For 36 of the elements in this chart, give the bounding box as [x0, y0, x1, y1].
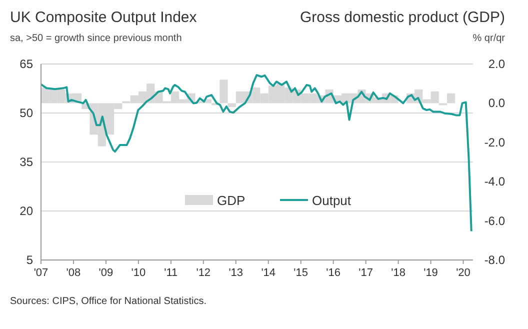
y2-tick-label: -2.0: [484, 135, 506, 150]
x-tick-label: '10: [131, 267, 146, 279]
y2-tick-label: -6.0: [484, 214, 506, 228]
bar: [447, 93, 456, 104]
legend-label: Output: [312, 193, 352, 208]
x-tick-label: '08: [66, 267, 81, 279]
y2-tick-label: -4.0: [484, 174, 506, 189]
chart-title: UK Composite Output Index: [10, 9, 198, 26]
x-tick-label: '16: [326, 267, 341, 279]
y-tick-label: 65: [20, 57, 34, 71]
x-tick-label: '09: [98, 267, 114, 279]
bar: [220, 80, 228, 104]
y2-tick-label: 2.0: [488, 57, 506, 71]
source-note: Sources: CIPS, Office for National Statistics.: [10, 296, 207, 307]
bar: [228, 103, 236, 108]
x-tick-label: '11: [164, 267, 178, 279]
y-tick-label: 50: [20, 106, 34, 120]
x-tick-label: '14: [261, 267, 276, 279]
y2-tick-label: 0.0: [488, 96, 506, 110]
y-tick-label: 5: [26, 253, 34, 267]
x-tick-label: '17: [358, 267, 373, 279]
y2-tick-label: -8.0: [484, 253, 506, 267]
y2-axis-title: Gross domestic product (GDP): [300, 9, 505, 26]
line-series: [40, 74, 472, 232]
x-tick-label: '13: [228, 267, 244, 279]
y-tick-label: 20: [20, 204, 34, 218]
y-tick-label: 35: [20, 155, 34, 169]
x-tick-label: '12: [196, 267, 211, 279]
x-tick-label: '20: [456, 267, 470, 279]
x-tick-label: '07: [34, 267, 48, 279]
chart-subtitle: sa, >50 = growth since previous month: [10, 33, 182, 44]
x-tick-label: '19: [424, 267, 438, 279]
text: % qr/qr: [472, 33, 506, 44]
x-tick-label: '18: [391, 267, 406, 279]
x-tick-label: '15: [294, 267, 308, 279]
legend-label: GDP: [217, 193, 246, 208]
